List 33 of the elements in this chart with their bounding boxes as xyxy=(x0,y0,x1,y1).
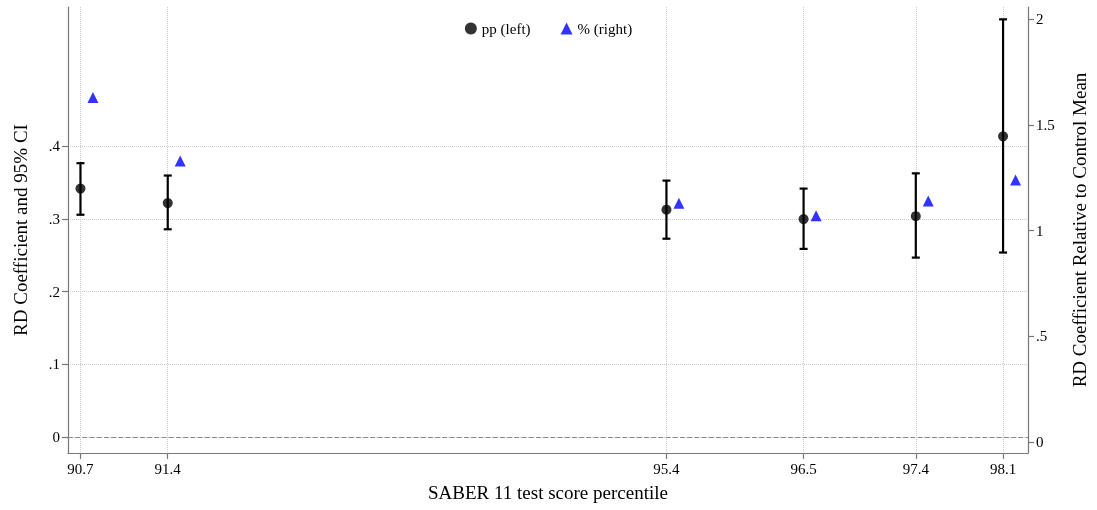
x-axis-title: SABER 11 test score percentile xyxy=(428,482,668,503)
y-tick-label: .4 xyxy=(48,138,61,155)
y-tick-label: 0 xyxy=(52,429,60,446)
x-tick-label: 91.4 xyxy=(154,460,182,477)
point xyxy=(910,211,921,222)
y2-tick-label: 1.5 xyxy=(1036,116,1055,133)
point xyxy=(922,195,934,207)
x-tick-label: 95.4 xyxy=(653,460,681,477)
y2-tick-label: 2 xyxy=(1036,11,1044,28)
x-tick-label: 96.5 xyxy=(790,460,817,477)
x-tick-label: 97.4 xyxy=(902,460,930,477)
point xyxy=(810,210,822,222)
legend-label: % (right) xyxy=(577,20,633,38)
y2-axis-title: RD Coefficient Relative to Control Mean xyxy=(1069,72,1090,388)
point xyxy=(162,198,173,209)
y-tick-label: .1 xyxy=(48,356,60,373)
y-axis-title: RD Coefficient and 95% CI xyxy=(10,124,31,336)
x-tick-label: 90.7 xyxy=(67,460,95,477)
point xyxy=(87,91,99,103)
point xyxy=(998,131,1009,142)
point xyxy=(661,204,672,215)
point xyxy=(1010,174,1022,186)
x-tick-label: 98.1 xyxy=(989,460,1017,477)
y-tick-label: .2 xyxy=(48,283,60,300)
y2-tick-label: 1 xyxy=(1036,222,1044,239)
point xyxy=(673,197,685,209)
point xyxy=(75,183,86,194)
y-tick-label: .3 xyxy=(48,211,60,228)
legend-label: pp (left) xyxy=(481,20,531,38)
point xyxy=(798,214,809,225)
y2-tick-label: 0 xyxy=(1036,434,1044,451)
y2-tick-label: .5 xyxy=(1036,328,1048,345)
point xyxy=(174,155,186,167)
